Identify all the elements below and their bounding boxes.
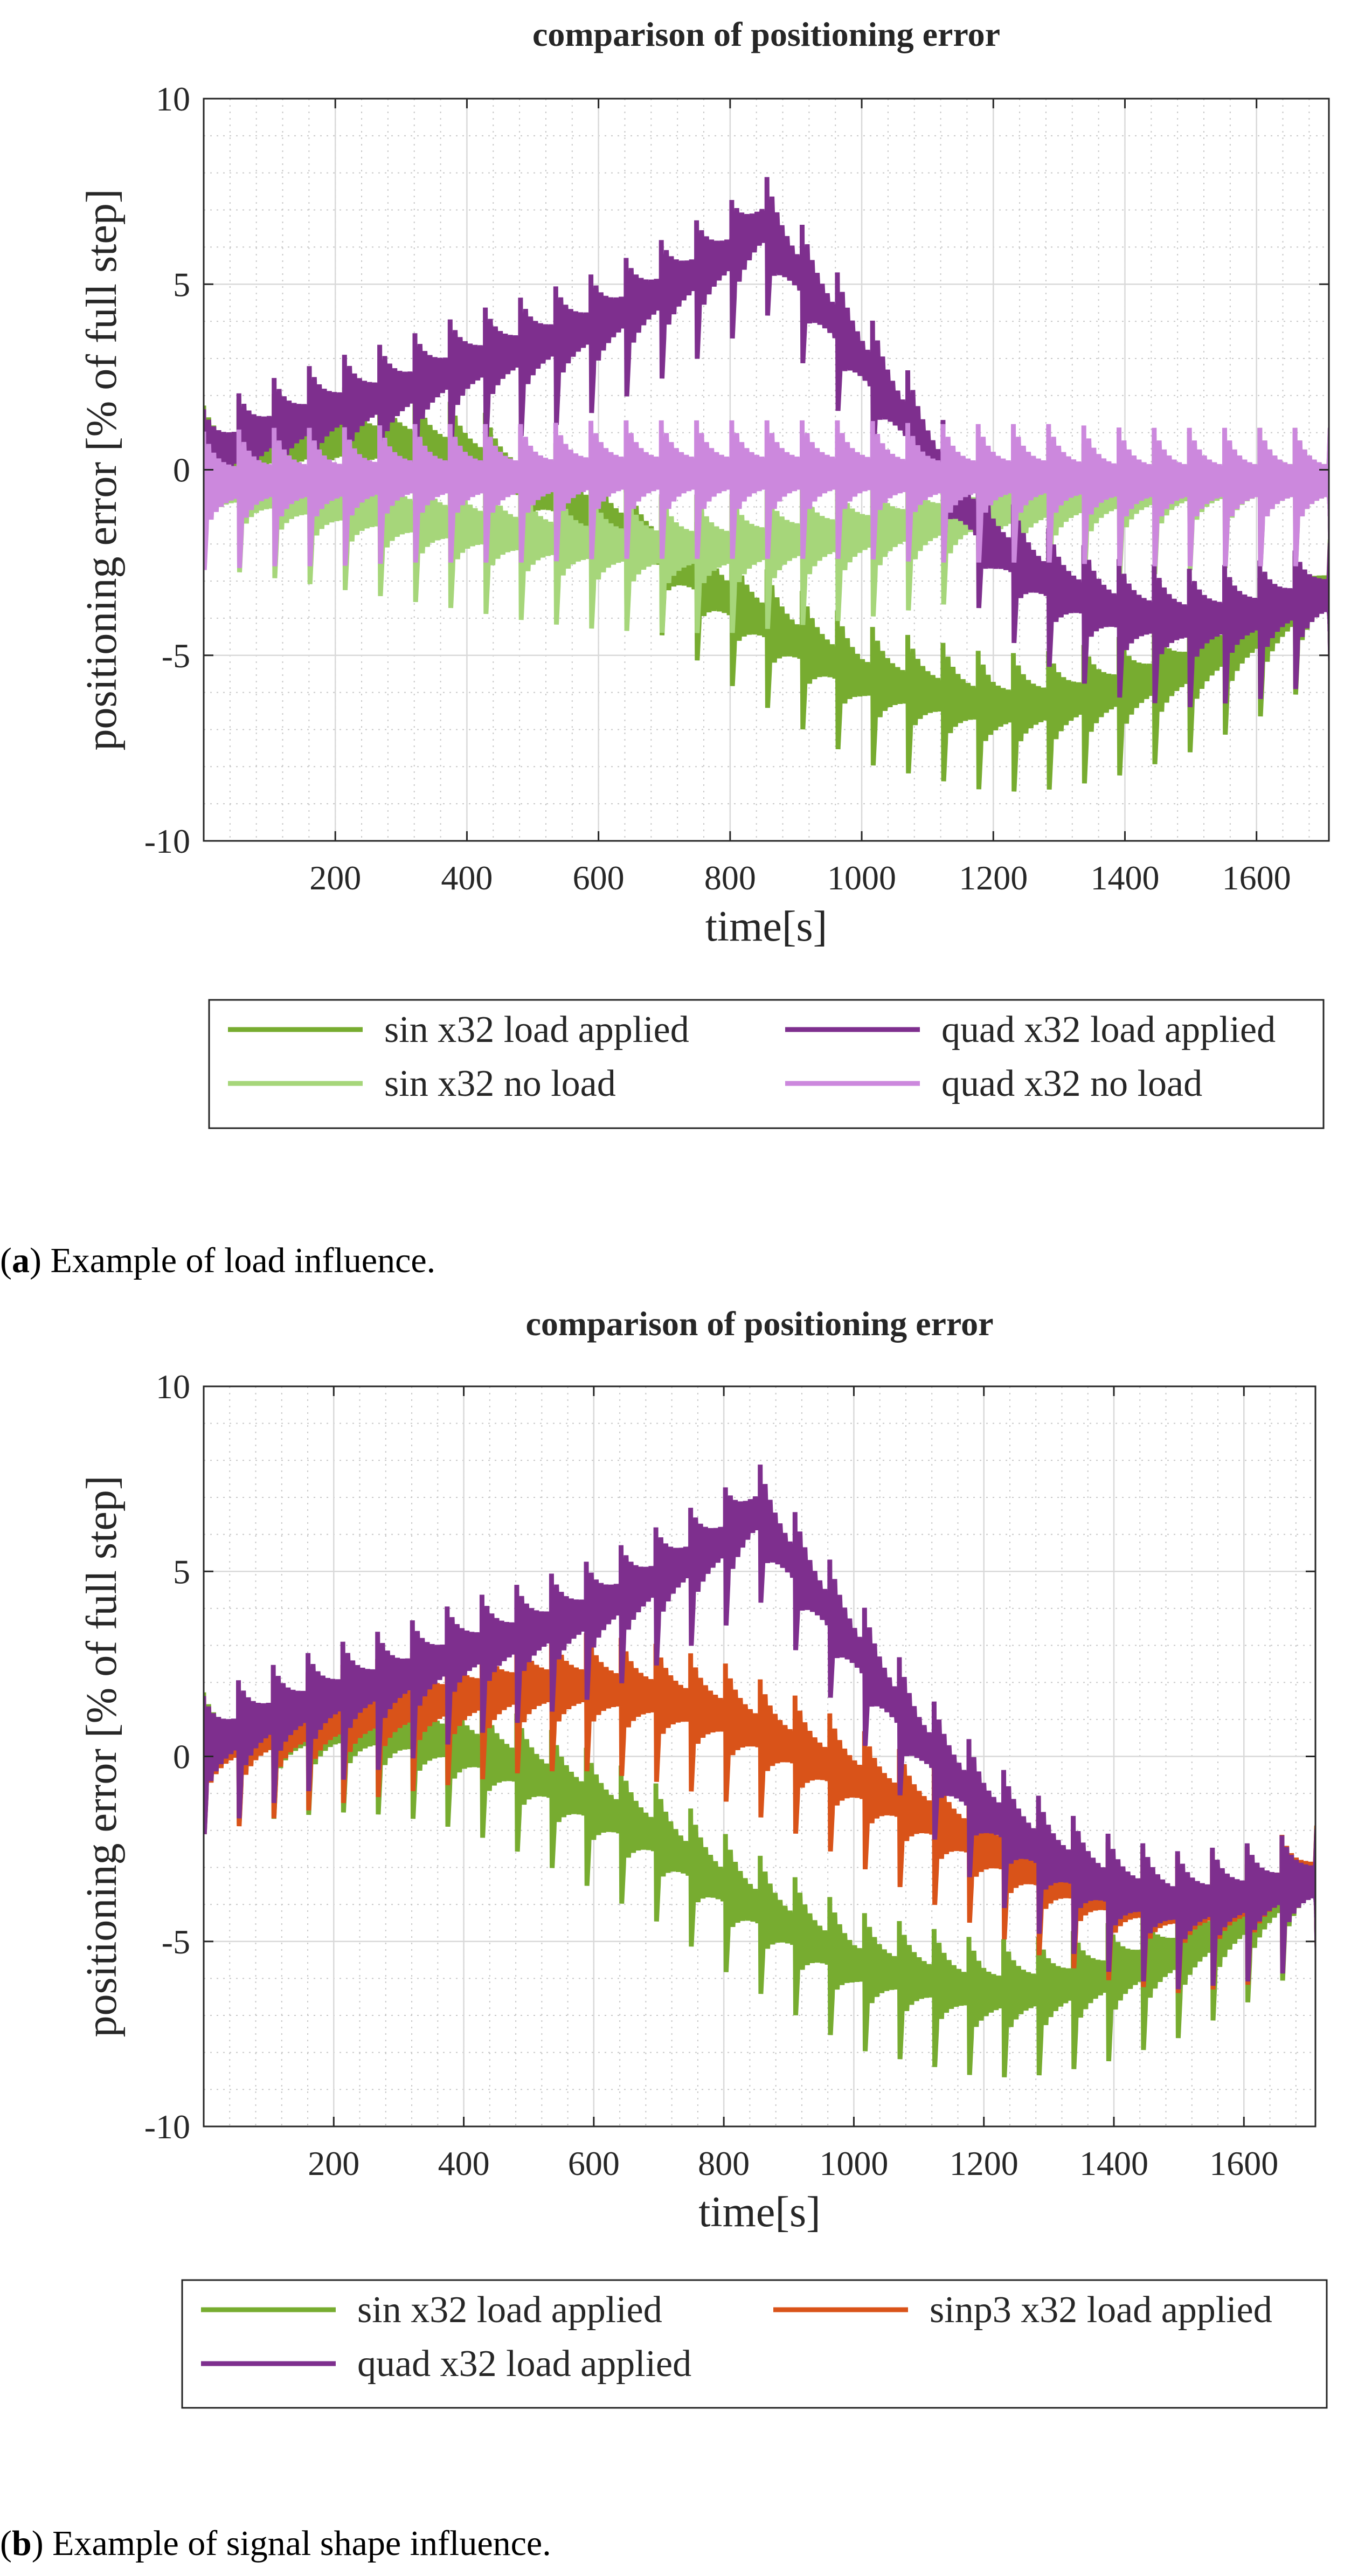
x-tick-label: 600 — [573, 859, 625, 897]
x-tick-label: 1400 — [1090, 859, 1159, 897]
legend-box — [181, 2279, 1328, 2409]
caption-a-text: ) Example of load influence. — [30, 1241, 435, 1280]
chart-title: comparison of positioning error — [532, 15, 1000, 53]
y-tick-label: -10 — [144, 822, 190, 860]
legend-label: sinp3 x32 load applied — [930, 2289, 1272, 2331]
legend-label: quad x32 load applied — [941, 1009, 1276, 1051]
ticks: 200 400 600 800 1000 1200 1400 1600 -10 -5 0 5 10 — [144, 80, 1329, 897]
x-tick-label: 400 — [438, 2144, 490, 2183]
legend: sin x32 load applied sinp3 x32 load appli… — [181, 2279, 1328, 2409]
x-tick-label: 800 — [704, 859, 756, 897]
legend-label: sin x32 load applied — [384, 1009, 689, 1051]
series-layer — [204, 177, 1329, 792]
ticks: 200 400 600 800 1000 1200 1400 1600 -10 -5 0 5 10 — [144, 1368, 1315, 2183]
x-axis-label: time[s] — [705, 903, 828, 950]
y-axis-label: positioning error [% of full step] — [78, 1476, 126, 2038]
chart-b: comparison of positioning error 200 400 60… — [78, 1304, 1328, 2409]
legend-label: sin x32 no load — [384, 1063, 616, 1104]
y-tick-label: -10 — [144, 2108, 190, 2146]
x-tick-label: 1400 — [1079, 2144, 1148, 2183]
y-axis-label: positioning error [% of full step] — [78, 189, 126, 751]
chart-a: comparison of positioning error 200 400 60… — [78, 15, 1330, 1129]
legend-label: sin x32 load applied — [357, 2289, 662, 2331]
y-tick-label: 0 — [173, 1738, 190, 1776]
series-line — [204, 1674, 1315, 2077]
y-tick-label: 10 — [156, 80, 190, 118]
y-tick-label: 5 — [173, 1552, 190, 1591]
x-tick-label: 1000 — [827, 859, 896, 897]
caption-a: (a) Example of load influence. — [0, 1241, 435, 1280]
x-tick-label: 200 — [308, 2144, 359, 2183]
x-tick-label: 1000 — [819, 2144, 888, 2183]
y-tick-label: 0 — [173, 451, 190, 489]
y-tick-label: -5 — [162, 637, 190, 675]
y-tick-label: 5 — [173, 265, 190, 303]
caption-b: (b) Example of signal shape influence. — [0, 2524, 551, 2563]
legend: sin x32 load applied sin x32 no load quad … — [208, 999, 1325, 1129]
x-tick-label: 1600 — [1222, 859, 1291, 897]
y-tick-label: 10 — [156, 1368, 190, 1406]
series-line — [204, 1465, 1315, 1990]
legend-label: quad x32 no load — [941, 1063, 1202, 1104]
series-line — [204, 420, 1329, 570]
x-tick-label: 1200 — [959, 859, 1028, 897]
x-tick-label: 200 — [309, 859, 361, 897]
caption-a-label: a — [12, 1241, 30, 1280]
x-tick-label: 400 — [441, 859, 493, 897]
chart-title: comparison of positioning error — [525, 1304, 993, 1343]
x-tick-label: 800 — [698, 2144, 750, 2183]
y-tick-label: -5 — [162, 1923, 190, 1961]
series-layer — [204, 1465, 1315, 2077]
legend-label: quad x32 load applied — [357, 2343, 691, 2385]
x-tick-label: 1200 — [950, 2144, 1018, 2183]
x-tick-label: 600 — [568, 2144, 620, 2183]
caption-b-text: ) Example of signal shape influence. — [32, 2524, 551, 2563]
x-axis-label: time[s] — [698, 2188, 821, 2236]
legend-box — [208, 999, 1325, 1129]
series-line — [204, 177, 1329, 708]
x-tick-label: 1600 — [1209, 2144, 1278, 2183]
caption-b-label: b — [12, 2524, 32, 2563]
